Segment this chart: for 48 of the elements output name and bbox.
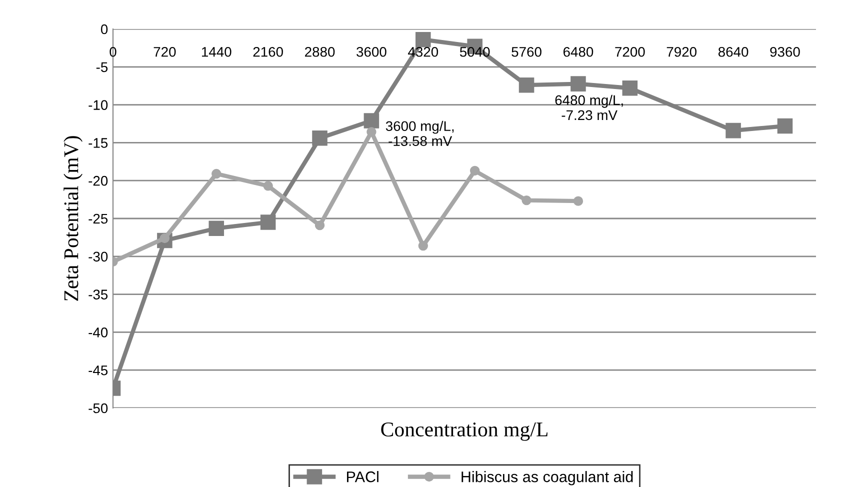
x-tick-label: 2880 bbox=[305, 46, 335, 57]
y-tick-label: -30 bbox=[88, 252, 108, 262]
x-tick-label: 3600 bbox=[356, 46, 386, 57]
x-tick-label: 6480 bbox=[563, 46, 594, 57]
y-tick-label: -5 bbox=[96, 62, 108, 72]
x-tick-label: 7200 bbox=[615, 46, 645, 57]
point bbox=[418, 240, 428, 251]
x-tick-label: 2160 bbox=[253, 46, 283, 57]
point bbox=[726, 122, 741, 138]
y-tick-label: -25 bbox=[88, 214, 108, 224]
legend-label: PACl bbox=[347, 471, 378, 482]
y-tick-label: -20 bbox=[88, 176, 108, 186]
point bbox=[364, 113, 380, 128]
annotation: 3600 mg/L, -13.58 mV bbox=[386, 120, 454, 146]
x-tick-label: 4320 bbox=[408, 46, 438, 57]
x-tick-label: 5760 bbox=[512, 46, 542, 57]
y-tick-label: -50 bbox=[88, 403, 108, 414]
x-tick-label: 9360 bbox=[770, 46, 800, 57]
y-tick-label: -15 bbox=[88, 138, 108, 148]
point bbox=[777, 118, 793, 134]
y-tick-label: -10 bbox=[88, 100, 108, 110]
annotation: 6480 mg/L, -7.23 mV bbox=[555, 94, 623, 120]
point bbox=[263, 181, 273, 191]
x-tick-label: 720 bbox=[154, 46, 176, 57]
point bbox=[573, 196, 584, 206]
point bbox=[312, 130, 328, 146]
y-axis-title: Zeta Potential (mV) bbox=[64, 136, 83, 301]
point bbox=[570, 76, 586, 92]
point bbox=[522, 195, 532, 206]
point bbox=[518, 77, 534, 93]
point bbox=[212, 168, 222, 179]
point bbox=[314, 220, 325, 230]
point bbox=[366, 127, 376, 137]
y-tick-label: 0 bbox=[100, 24, 108, 34]
point bbox=[260, 214, 276, 230]
point bbox=[208, 220, 224, 236]
x-tick-label: 8640 bbox=[718, 46, 748, 57]
point bbox=[470, 166, 480, 176]
point bbox=[622, 80, 638, 96]
y-tick-label: -45 bbox=[88, 366, 108, 376]
x-tick-label: 1440 bbox=[202, 46, 232, 57]
x-tick-label: 7920 bbox=[666, 46, 697, 57]
legend-label: Hibiscus as coagulant aid bbox=[462, 471, 633, 486]
y-tick-label: -35 bbox=[88, 290, 108, 300]
x-tick-label: 0 bbox=[110, 46, 116, 57]
y-tick-label: -40 bbox=[88, 328, 108, 338]
x-axis-title: Concentration mg/L bbox=[381, 422, 548, 441]
point bbox=[416, 32, 431, 48]
